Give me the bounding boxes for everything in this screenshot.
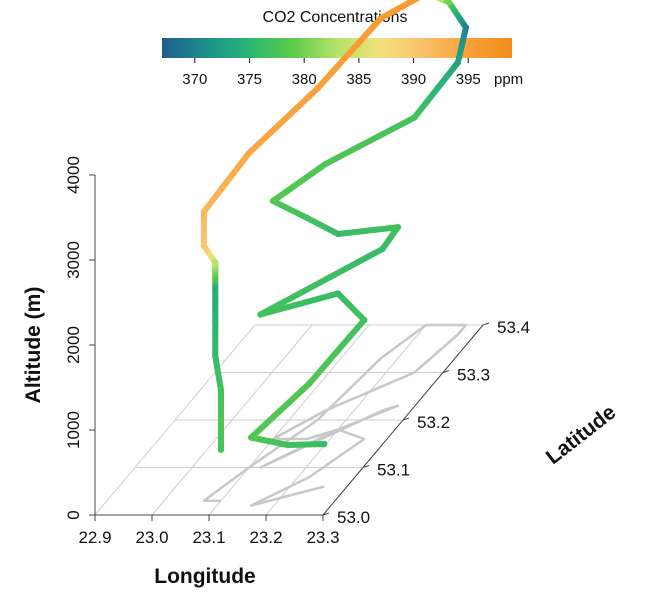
colorbar-tick-label: 390: [401, 71, 426, 88]
y-axis-title: Latitude: [542, 401, 621, 469]
track-point: [334, 230, 342, 238]
y-tick-mark: [322, 512, 330, 516]
track-point: [379, 245, 386, 253]
y-tick-label: 53.0: [337, 508, 370, 527]
track-point: [454, 59, 462, 66]
colorbar: [162, 38, 512, 58]
y-tick-label: 53.3: [457, 366, 490, 385]
grid-line-lon: [151, 324, 313, 516]
ground-track-line: [202, 323, 468, 507]
x-tick-label: 23.3: [306, 528, 339, 547]
track-point: [361, 316, 368, 324]
track-point: [212, 285, 219, 292]
x-tick-label: 23.0: [135, 528, 168, 547]
x-tick-label: 23.2: [249, 528, 282, 547]
colorbar-tick-label: 370: [182, 71, 207, 88]
track-point: [304, 214, 311, 222]
y-tick-mark: [402, 417, 410, 421]
track-point: [212, 319, 219, 326]
track-point: [217, 387, 225, 394]
z-tick-label: 4000: [64, 156, 83, 194]
track-point: [306, 380, 313, 387]
grid-line-lon: [265, 324, 427, 516]
track-point: [212, 259, 219, 266]
colorbar-tick-label: 375: [237, 71, 262, 88]
track-point: [257, 311, 264, 318]
z-tick-label: 0: [64, 510, 83, 519]
z-tick-label: 3000: [64, 241, 83, 279]
x-tick-labels: 22.9 23.0 23.1 23.2 23.3: [78, 515, 340, 547]
colorbar-unit: ppm: [494, 71, 523, 88]
colorbar-ticks: 370 375 380 385 390 395: [182, 58, 481, 88]
y-tick-mark: [362, 465, 370, 468]
y-tick-label: 53.2: [417, 413, 450, 432]
grid-line-lon: [94, 324, 256, 516]
track-point: [248, 434, 255, 441]
track-point: [217, 421, 225, 428]
track-point: [322, 160, 329, 168]
track-point: [217, 446, 225, 453]
track-point: [394, 224, 402, 231]
track-point: [200, 208, 208, 215]
track-point: [284, 441, 291, 449]
x-tick-label: 22.9: [78, 528, 111, 547]
track-point: [445, 0, 452, 6]
colorbar-title: CO2 Concentrations: [263, 9, 408, 26]
colorbar-tick-label: 395: [456, 71, 481, 88]
track-point: [377, 15, 385, 22]
colorbar-tick-label: 380: [292, 71, 317, 88]
x-tick-label: 23.1: [192, 528, 225, 547]
track-point: [321, 440, 328, 448]
grid-line-lon: [208, 324, 370, 516]
track-point: [411, 114, 418, 121]
y-tick-label: 53.4: [497, 318, 530, 337]
track-point: [314, 85, 321, 92]
track-point: [269, 197, 277, 205]
colorbar-tick-label: 385: [346, 71, 371, 88]
track-point: [212, 353, 219, 360]
ground-track: [202, 323, 468, 507]
y-tick-mark: [442, 370, 450, 373]
track-point: [334, 290, 342, 297]
y-tick-mark: [482, 322, 490, 326]
z-axis-title: Altitude (m): [22, 287, 45, 404]
track-point: [462, 24, 470, 31]
flight-track: [200, 0, 470, 453]
z-tick-label: 2000: [64, 326, 83, 364]
y-tick-labels: 53.0 53.1 53.2 53.3 53.4: [322, 318, 530, 527]
track-point: [200, 242, 208, 249]
y-tick-label: 53.1: [377, 461, 410, 480]
x-axis-title: Longitude: [154, 565, 255, 588]
track-point: [245, 149, 253, 157]
z-tick-label: 1000: [64, 411, 83, 449]
z-tick-labels: 0 1000 2000 3000 4000: [64, 156, 95, 520]
